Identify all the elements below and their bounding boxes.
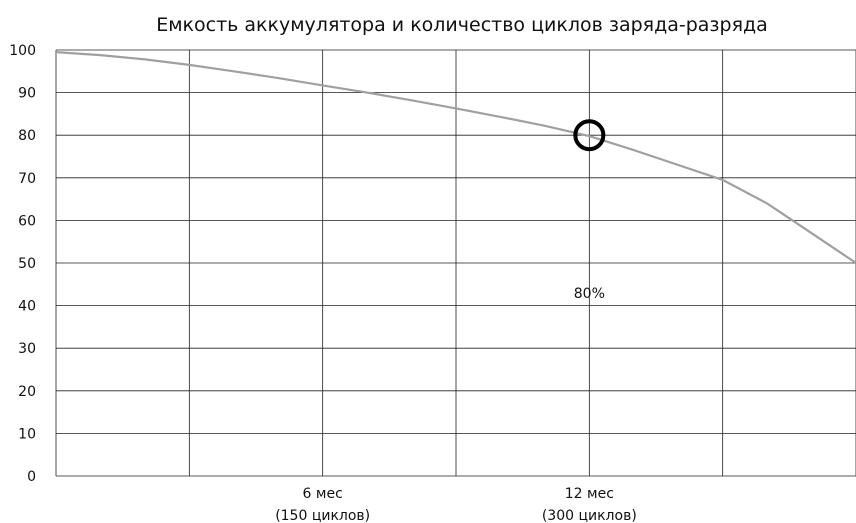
x-tick-label-0: 6 мес: [303, 486, 343, 502]
x-tick-sublabel-1: (300 циклов): [542, 508, 637, 523]
y-tick-label-90: 90: [18, 86, 36, 102]
y-tick-label-10: 10: [18, 426, 36, 442]
y-tick-label-0: 0: [27, 469, 36, 485]
y-tick-label-50: 50: [18, 256, 36, 272]
y-tick-label-40: 40: [18, 299, 36, 315]
chart-title: Емкость аккумулятора и количество циклов…: [156, 14, 768, 36]
x-axis-ticks: 6 мес (150 циклов) 12 мес (300 циклов): [275, 486, 637, 523]
y-axis-ticks: 0 10 20 30 40 50 60 70 80 90 100: [9, 43, 36, 485]
x-tick-label-1: 12 мес: [565, 486, 614, 502]
grid: [56, 50, 856, 476]
y-tick-label-80: 80: [18, 128, 36, 144]
annotation-label-0: 80%: [574, 286, 605, 302]
y-tick-label-20: 20: [18, 384, 36, 400]
y-tick-label-70: 70: [18, 171, 36, 187]
y-tick-label-30: 30: [18, 341, 36, 357]
x-tick-sublabel-0: (150 циклов): [275, 508, 370, 523]
y-tick-label-60: 60: [18, 213, 36, 229]
y-tick-label-100: 100: [9, 43, 36, 59]
